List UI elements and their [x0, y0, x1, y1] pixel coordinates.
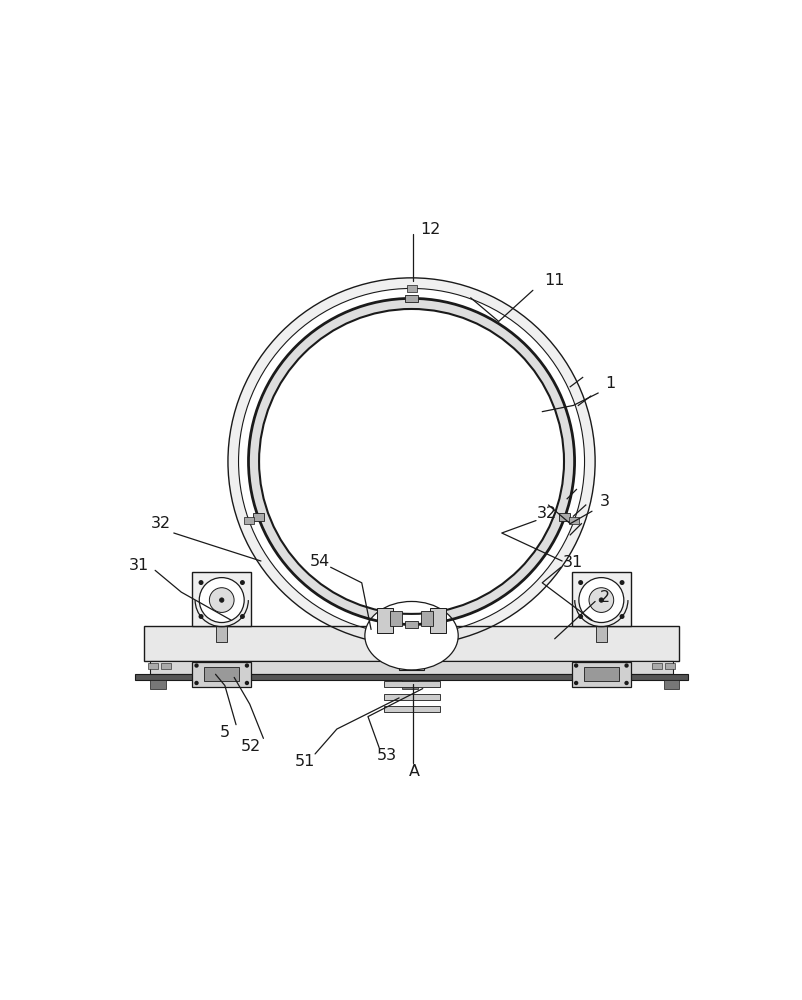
Bar: [651, 663, 662, 669]
Circle shape: [577, 580, 582, 585]
Bar: [404, 621, 418, 628]
Bar: [383, 694, 439, 700]
Circle shape: [619, 614, 624, 619]
Bar: [662, 680, 678, 689]
Text: 31: 31: [128, 558, 149, 573]
Bar: [150, 661, 672, 674]
Text: 54: 54: [309, 554, 329, 569]
Bar: [406, 285, 416, 292]
Circle shape: [219, 598, 224, 602]
Circle shape: [259, 309, 563, 614]
Bar: [389, 611, 402, 626]
Bar: [558, 513, 569, 521]
Bar: [150, 680, 165, 689]
Bar: [192, 662, 251, 687]
Text: 12: 12: [419, 222, 439, 237]
Text: A: A: [409, 764, 419, 779]
Text: 2: 2: [598, 590, 609, 605]
Bar: [216, 626, 227, 642]
Circle shape: [573, 681, 577, 685]
Text: 11: 11: [544, 273, 565, 288]
Bar: [383, 681, 439, 687]
Text: 53: 53: [376, 748, 396, 763]
Text: 31: 31: [562, 555, 583, 570]
Ellipse shape: [364, 601, 458, 670]
Text: 3: 3: [599, 494, 609, 509]
Bar: [253, 513, 264, 521]
Text: 32: 32: [537, 506, 557, 521]
Circle shape: [198, 580, 203, 585]
Circle shape: [209, 588, 234, 612]
Bar: [664, 663, 674, 669]
Circle shape: [248, 298, 574, 624]
Circle shape: [198, 614, 203, 619]
Bar: [420, 611, 433, 626]
Text: 51: 51: [294, 754, 314, 769]
Circle shape: [588, 588, 613, 612]
Circle shape: [240, 614, 245, 619]
Bar: [569, 517, 578, 524]
Circle shape: [573, 663, 577, 668]
Text: 5: 5: [220, 725, 229, 740]
Bar: [160, 663, 171, 669]
Circle shape: [194, 681, 198, 685]
Bar: [571, 572, 630, 626]
Circle shape: [238, 288, 584, 634]
Circle shape: [598, 598, 603, 602]
Text: 32: 32: [151, 516, 171, 531]
Bar: [571, 662, 630, 687]
Circle shape: [245, 681, 249, 685]
Circle shape: [228, 278, 594, 645]
Bar: [144, 626, 678, 661]
Circle shape: [245, 663, 249, 668]
Bar: [377, 608, 392, 633]
Bar: [135, 674, 687, 680]
Bar: [383, 706, 439, 712]
Bar: [192, 572, 251, 626]
Circle shape: [194, 663, 198, 668]
Circle shape: [624, 663, 628, 668]
Bar: [148, 663, 158, 669]
Bar: [244, 517, 253, 524]
Circle shape: [578, 578, 623, 623]
Bar: [399, 629, 423, 670]
Circle shape: [619, 580, 624, 585]
Bar: [404, 295, 418, 302]
Circle shape: [199, 578, 244, 623]
Bar: [204, 667, 239, 681]
Text: 1: 1: [605, 376, 615, 391]
Bar: [583, 667, 618, 681]
Text: 52: 52: [241, 739, 261, 754]
Bar: [402, 680, 417, 689]
Circle shape: [240, 580, 245, 585]
Circle shape: [577, 614, 582, 619]
Bar: [595, 626, 606, 642]
Circle shape: [624, 681, 628, 685]
Bar: [430, 608, 445, 633]
